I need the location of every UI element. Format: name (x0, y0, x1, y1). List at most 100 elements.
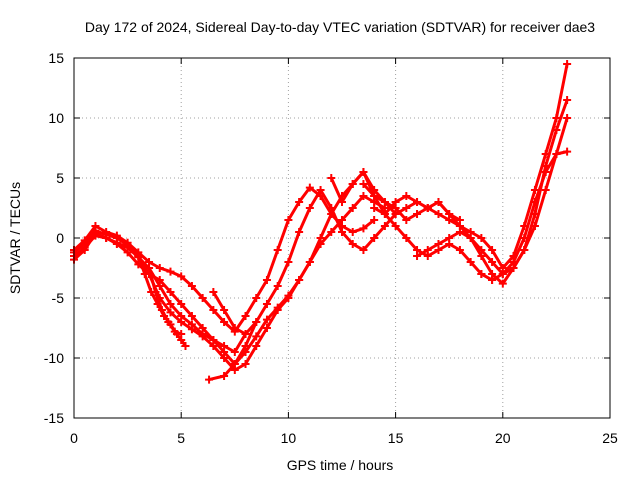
series-line (72, 170, 462, 366)
series-line (72, 194, 387, 372)
data-point (391, 198, 400, 206)
data-point (220, 372, 229, 380)
data-point (498, 270, 507, 278)
data-point (284, 216, 293, 224)
data-point (230, 360, 239, 368)
data-point (520, 246, 529, 254)
series-3 (70, 192, 389, 374)
data-point (359, 224, 368, 233)
data-point (305, 204, 314, 212)
data-point (177, 300, 186, 308)
data-point (177, 330, 186, 338)
data-point (509, 264, 518, 272)
data-point (241, 342, 250, 350)
series-11 (370, 60, 572, 272)
series-line (329, 170, 494, 282)
y-tick-label: -10 (44, 350, 64, 366)
data-point (541, 186, 550, 194)
data-point (262, 300, 271, 308)
data-point (338, 216, 346, 224)
data-point (91, 229, 100, 238)
data-point (530, 210, 539, 218)
data-point (273, 282, 282, 290)
data-point (488, 246, 497, 254)
data-point (166, 267, 175, 276)
data-point (380, 198, 389, 206)
data-point (177, 272, 186, 281)
data-point (552, 126, 561, 134)
data-point (423, 246, 432, 254)
data-point (413, 252, 422, 260)
data-point (181, 342, 190, 350)
data-point (445, 216, 454, 224)
data-point (488, 258, 497, 266)
x-axis-label: GPS time / hours (287, 457, 394, 473)
x-tick-label: 0 (70, 430, 78, 446)
data-point (413, 210, 422, 218)
data-point (198, 294, 207, 302)
y-tick-label: 0 (56, 230, 64, 246)
data-point (241, 360, 250, 368)
data-point (434, 210, 443, 218)
data-point (370, 216, 379, 224)
data-point (370, 192, 379, 200)
data-point (209, 288, 218, 296)
data-point (230, 324, 239, 332)
chart-title: Day 172 of 2024, Sidereal Day-to-day VTE… (85, 19, 595, 35)
data-point (477, 270, 486, 278)
data-point (402, 216, 411, 224)
data-point (466, 258, 475, 266)
data-point (305, 258, 314, 266)
grid-lines (74, 58, 610, 418)
data-point (327, 174, 336, 182)
data-point (166, 300, 175, 308)
data-point (134, 252, 143, 260)
x-tick-label: 5 (177, 430, 185, 446)
data-point (187, 312, 196, 320)
data-point (359, 180, 368, 188)
data-point (252, 318, 261, 326)
data-point (295, 276, 304, 284)
data-point (187, 282, 196, 290)
data-point (402, 204, 411, 212)
data-point (284, 258, 293, 266)
data-point (380, 222, 389, 230)
data-point (402, 234, 411, 242)
data-point (466, 234, 475, 242)
data-point (423, 204, 432, 212)
data-point (402, 192, 411, 200)
data-point (380, 210, 389, 218)
data-point (151, 288, 160, 296)
data-point (434, 198, 443, 206)
data-point (370, 234, 379, 242)
data-point (316, 234, 325, 242)
data-point (316, 186, 325, 194)
data-point (434, 240, 443, 248)
data-point (102, 234, 111, 242)
data-point (359, 192, 368, 200)
y-tick-label: 15 (48, 50, 64, 66)
data-point (209, 306, 218, 314)
data-point (241, 312, 250, 320)
data-point (327, 228, 336, 236)
data-point (209, 336, 218, 344)
series-line (361, 116, 569, 286)
x-tick-label: 15 (388, 430, 404, 446)
y-tick-label: 5 (56, 170, 64, 186)
data-point (359, 168, 368, 176)
data-point (164, 318, 173, 326)
data-series-layer (70, 60, 572, 384)
data-point (563, 114, 572, 122)
data-point (359, 246, 368, 254)
y-tick-label: -15 (44, 410, 64, 426)
data-point (252, 342, 261, 350)
series-7 (205, 318, 261, 384)
data-point (112, 238, 121, 247)
x-tick-label: 20 (495, 430, 511, 446)
series-13 (477, 96, 572, 284)
y-tick-label: 10 (48, 110, 64, 126)
series-line (211, 290, 248, 336)
data-point (145, 264, 154, 272)
series-8 (209, 288, 250, 338)
